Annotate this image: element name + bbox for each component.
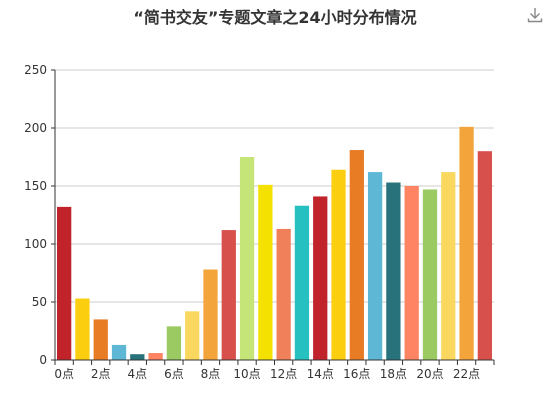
bar-5[interactable]	[148, 353, 163, 360]
bar-19[interactable]	[404, 186, 419, 360]
y-tick-label: 150	[24, 179, 47, 193]
x-tick-label: 4点	[127, 367, 147, 381]
x-tick-label: 6点	[164, 367, 184, 381]
bar-10[interactable]	[239, 157, 255, 360]
y-tick-label: 250	[24, 63, 47, 77]
x-tick-label: 20点	[416, 367, 443, 381]
x-tick-label: 14点	[307, 367, 334, 381]
bar-23[interactable]	[477, 151, 492, 360]
bars	[57, 126, 492, 360]
bar-9[interactable]	[221, 230, 236, 360]
bar-7[interactable]	[185, 311, 200, 360]
bar-0[interactable]	[57, 206, 72, 360]
chart-title: “简书交友”专题文章之24小时分布情况	[133, 8, 417, 27]
x-tick-label: 22点	[453, 367, 480, 381]
bar-22[interactable]	[459, 126, 474, 360]
bar-4[interactable]	[130, 354, 145, 360]
x-tick-label: 18点	[380, 367, 407, 381]
bar-18[interactable]	[386, 182, 401, 360]
y-tick-label: 0	[39, 353, 47, 367]
bar-16[interactable]	[349, 150, 364, 360]
x-tick-label: 8点	[201, 367, 221, 381]
bar-6[interactable]	[166, 326, 182, 360]
y-tick-label: 100	[24, 237, 47, 251]
bar-8[interactable]	[203, 269, 218, 360]
tick-labels: 0 50 100 150 200 250 0点 2点 4点 6点 8点 10点 12点 14点 16点 18点…	[24, 63, 480, 381]
y-tick-label: 50	[32, 295, 47, 309]
bar-21[interactable]	[441, 172, 456, 360]
download-icon	[527, 8, 543, 23]
grid-lines	[55, 69, 494, 303]
axes	[51, 69, 495, 365]
bar-11[interactable]	[258, 184, 273, 360]
x-tick-label: 12点	[270, 367, 297, 381]
bar-2[interactable]	[93, 319, 108, 360]
x-tick-label: 0点	[54, 367, 74, 381]
y-tick-label: 200	[24, 121, 47, 135]
bar-15[interactable]	[331, 169, 346, 360]
bar-20[interactable]	[422, 189, 438, 360]
bar-12[interactable]	[276, 228, 291, 360]
bar-17[interactable]	[367, 172, 383, 360]
bar-13[interactable]	[294, 205, 310, 360]
bar-1[interactable]	[75, 298, 90, 360]
x-tick-label: 10点	[233, 367, 260, 381]
bar-14[interactable]	[313, 196, 328, 360]
x-tick-label: 16点	[343, 367, 370, 381]
x-tick-label: 2点	[91, 367, 111, 381]
download-button[interactable]	[526, 6, 544, 24]
bar-3[interactable]	[111, 344, 127, 360]
